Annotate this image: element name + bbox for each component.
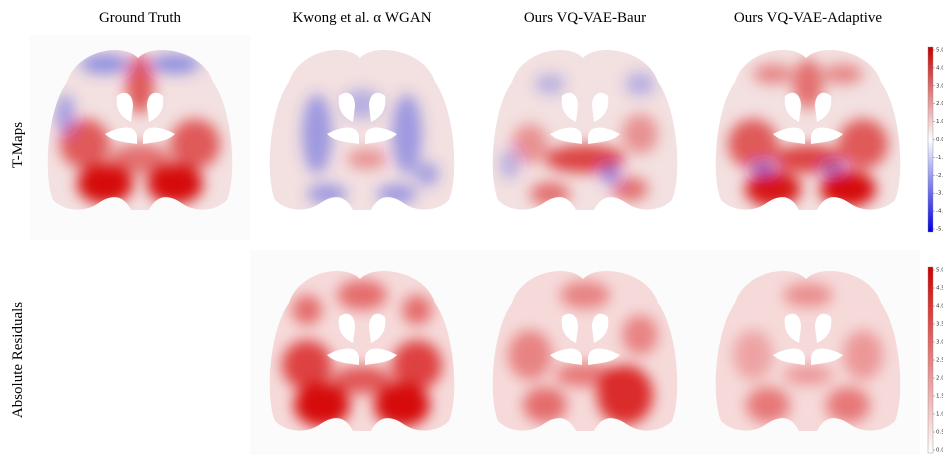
colorbar <box>928 47 933 232</box>
brain-blob <box>110 144 170 174</box>
colorbar-tick-label: 4.5 <box>936 286 943 292</box>
brain-blob <box>622 114 658 154</box>
brain-blob <box>523 387 567 423</box>
colorbar-tick-label: 3.0 <box>936 340 943 346</box>
row-label: Absolute Residuals <box>10 302 26 418</box>
brain-blob <box>377 184 417 204</box>
column-title: Ground Truth <box>99 10 182 26</box>
brain-blob <box>625 72 655 96</box>
brain-map-fill <box>713 44 903 214</box>
figure: Ground Truth Kwong et al. α WGAN Ours VQ-V… <box>0 0 943 455</box>
brain-base <box>267 44 457 214</box>
colorbar-tick-label: 4.0 <box>936 304 943 310</box>
brain-blob <box>622 315 658 355</box>
brain-blob <box>402 295 432 325</box>
brain-map <box>490 44 680 214</box>
brain-blob <box>838 119 888 169</box>
brain-blob <box>751 163 775 175</box>
brain-blob <box>753 64 793 84</box>
colorbar-tick-label: 2.5 <box>936 358 943 364</box>
brain-blob <box>415 162 439 186</box>
colorbar-tick-label: 2.0 <box>936 101 943 107</box>
colorbar-tick-label: 2.0 <box>936 376 943 382</box>
column-title: Ours VQ-VAE-Adaptive <box>734 10 883 26</box>
colorbar-tick-label: -3.0 <box>936 191 943 197</box>
brain-blob <box>555 363 615 387</box>
colorbar-tick-label: -5.0 <box>936 227 943 233</box>
colorbar-tick-label: -1.0 <box>936 155 943 161</box>
brain-map <box>267 44 457 214</box>
brain-blob <box>560 281 610 309</box>
colorbar-tick-label: 0.0 <box>936 137 943 143</box>
brain-blob <box>783 365 833 385</box>
colorbar-tick-label: 1.0 <box>936 119 943 125</box>
brain-blob <box>500 149 520 179</box>
brain-blob <box>733 330 773 380</box>
column-title: Ours VQ-VAE-Baur <box>524 10 646 26</box>
brain-blob <box>843 330 883 380</box>
colorbar-tick-label: 1.0 <box>936 412 943 418</box>
brain-blob <box>826 387 870 423</box>
brain-blob <box>823 64 863 84</box>
brain-blob <box>600 164 620 184</box>
brain-blob <box>170 119 220 169</box>
brain-blob <box>307 184 347 204</box>
brain-blob <box>530 182 570 206</box>
colorbar-tick-label: 5.0 <box>936 268 943 274</box>
colorbar-tick-label: 5.0 <box>936 48 943 54</box>
brain-blob <box>820 171 876 207</box>
brain-blob <box>55 94 75 134</box>
colorbar-tick-label: 0.0 <box>936 448 943 454</box>
colorbar <box>928 267 933 453</box>
column-title: Kwong et al. α WGAN <box>292 10 431 26</box>
brain-map-fill <box>267 44 457 214</box>
brain-blob <box>535 74 565 94</box>
colorbar-tick-label: 3.5 <box>936 322 943 328</box>
colorbar-tick-label: 0.5 <box>936 430 943 436</box>
colorbar-tick-label: -4.0 <box>936 209 943 215</box>
brain-map-fill <box>490 44 680 214</box>
brain-blob <box>347 149 387 169</box>
brain-blob <box>821 163 845 175</box>
brain-blob <box>508 330 552 380</box>
brain-blob <box>783 283 833 307</box>
brain-blob <box>282 340 332 390</box>
colorbar-tick-label: 3.0 <box>936 83 943 89</box>
colorbar-tick-label: 1.5 <box>936 394 943 400</box>
colorbar-tick-label: -2.0 <box>936 173 943 179</box>
brain-blob <box>332 366 392 394</box>
brain-map <box>713 44 903 214</box>
brain-blob <box>728 119 778 169</box>
colorbar-tick-label: 4.0 <box>936 65 943 71</box>
brain-blob <box>746 387 790 423</box>
brain-blob <box>392 340 442 390</box>
brain-blob <box>292 295 322 325</box>
row-label: T-Maps <box>10 122 26 168</box>
brain-blob <box>337 280 387 310</box>
brain-blob <box>745 171 801 207</box>
